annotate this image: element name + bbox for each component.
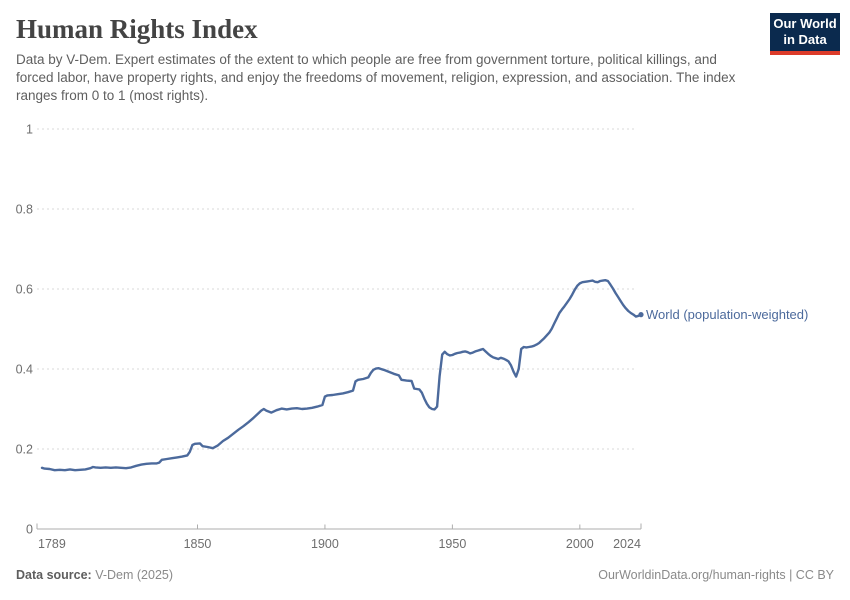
series-line[interactable]	[40, 279, 643, 472]
data-source-note: Data source: V-Dem (2025)	[16, 568, 173, 582]
logo-line-1: Our World	[773, 15, 837, 31]
series-end-dot	[638, 312, 644, 318]
logo-line-2: in Data	[783, 32, 827, 47]
series-label[interactable]: World (population-weighted)	[646, 307, 809, 322]
footer-credit-link[interactable]: OurWorldinData.org/human-rights | CC BY	[598, 568, 834, 582]
owid-logo: Our World in Data	[770, 13, 840, 55]
data-source-value: V-Dem (2025)	[91, 568, 174, 582]
y-tick-label: 0.8	[16, 203, 33, 217]
y-tick-label: 0.6	[16, 283, 33, 297]
page-title: Human Rights Index	[16, 14, 258, 44]
x-tick-label: 1900	[311, 537, 339, 551]
y-tick-label: 0.2	[16, 443, 33, 457]
chart-footer: Data source: V-Dem (2025) OurWorldinData…	[16, 568, 834, 582]
data-source-label: Data source:	[16, 568, 92, 582]
chart-subtitle: Data by V-Dem. Expert estimates of the e…	[16, 52, 736, 103]
y-tick-label: 1	[26, 123, 33, 137]
y-tick-label: 0	[26, 523, 33, 537]
x-tick-label: 1789	[38, 537, 66, 551]
y-tick-label: 0.4	[16, 363, 33, 377]
x-tick-label: 1950	[438, 537, 466, 551]
x-tick-label: 2024	[613, 537, 641, 551]
x-tick-label: 2000	[566, 537, 594, 551]
x-tick-label: 1850	[184, 537, 212, 551]
